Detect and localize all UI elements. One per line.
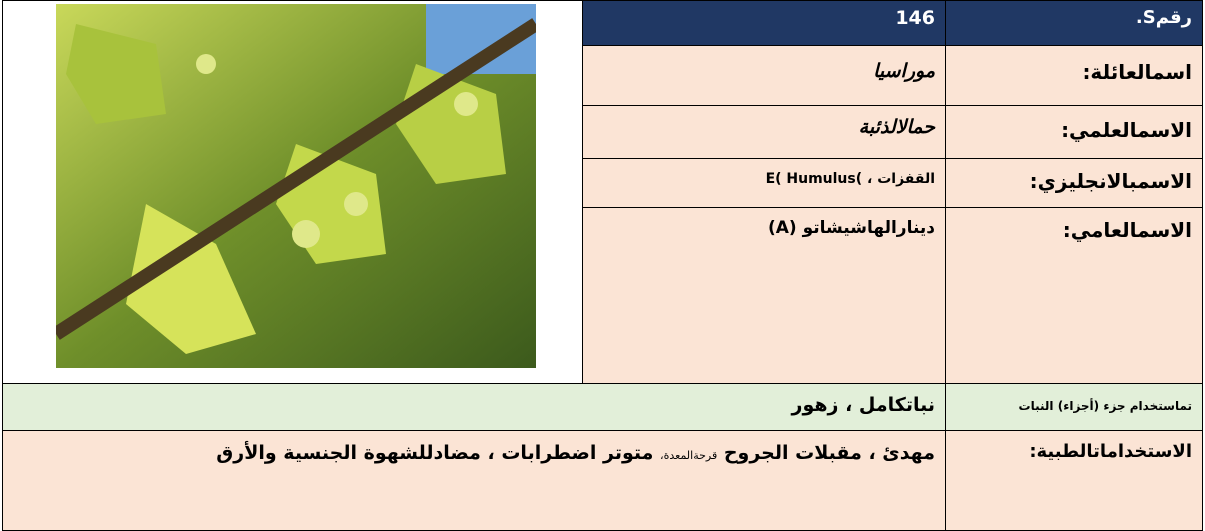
row-label: اسمالعائلة: <box>945 45 1203 106</box>
number-label: رقمS. <box>945 0 1203 46</box>
plant-photo <box>56 4 536 368</box>
row-value: حمالالذئبة <box>582 105 946 159</box>
uses-text-small: قرحةالمعدة، <box>660 449 718 462</box>
row-value: القفزات ، )E( Humulus <box>582 158 946 208</box>
number-value: 146 <box>582 0 946 46</box>
parts-value: نباتكامل ، زهور <box>2 383 946 431</box>
uses-text: مهدئ ، مقبلات الجروح <box>723 442 935 464</box>
row-label: الاسمالعلمي: <box>945 105 1203 159</box>
row-value: دينارالهاشيشاتو (A) <box>582 207 946 384</box>
uses-value: مهدئ ، مقبلات الجروح قرحةالمعدة، متوتر ا… <box>2 430 946 531</box>
parts-label: تماستخدام جزء (أجزاء) النبات <box>945 383 1203 431</box>
uses-text: متوتر اضطرابات ، مضادللشهوة الجنسية والأ… <box>216 442 654 464</box>
image-cell <box>2 0 583 384</box>
row-label: الاسمالعامي: <box>945 207 1203 384</box>
row-label: الاسمبالانجليزي: <box>945 158 1203 208</box>
row-value: موراسيا <box>582 45 946 106</box>
uses-label: الاستخداماتالطبية: <box>945 430 1203 531</box>
